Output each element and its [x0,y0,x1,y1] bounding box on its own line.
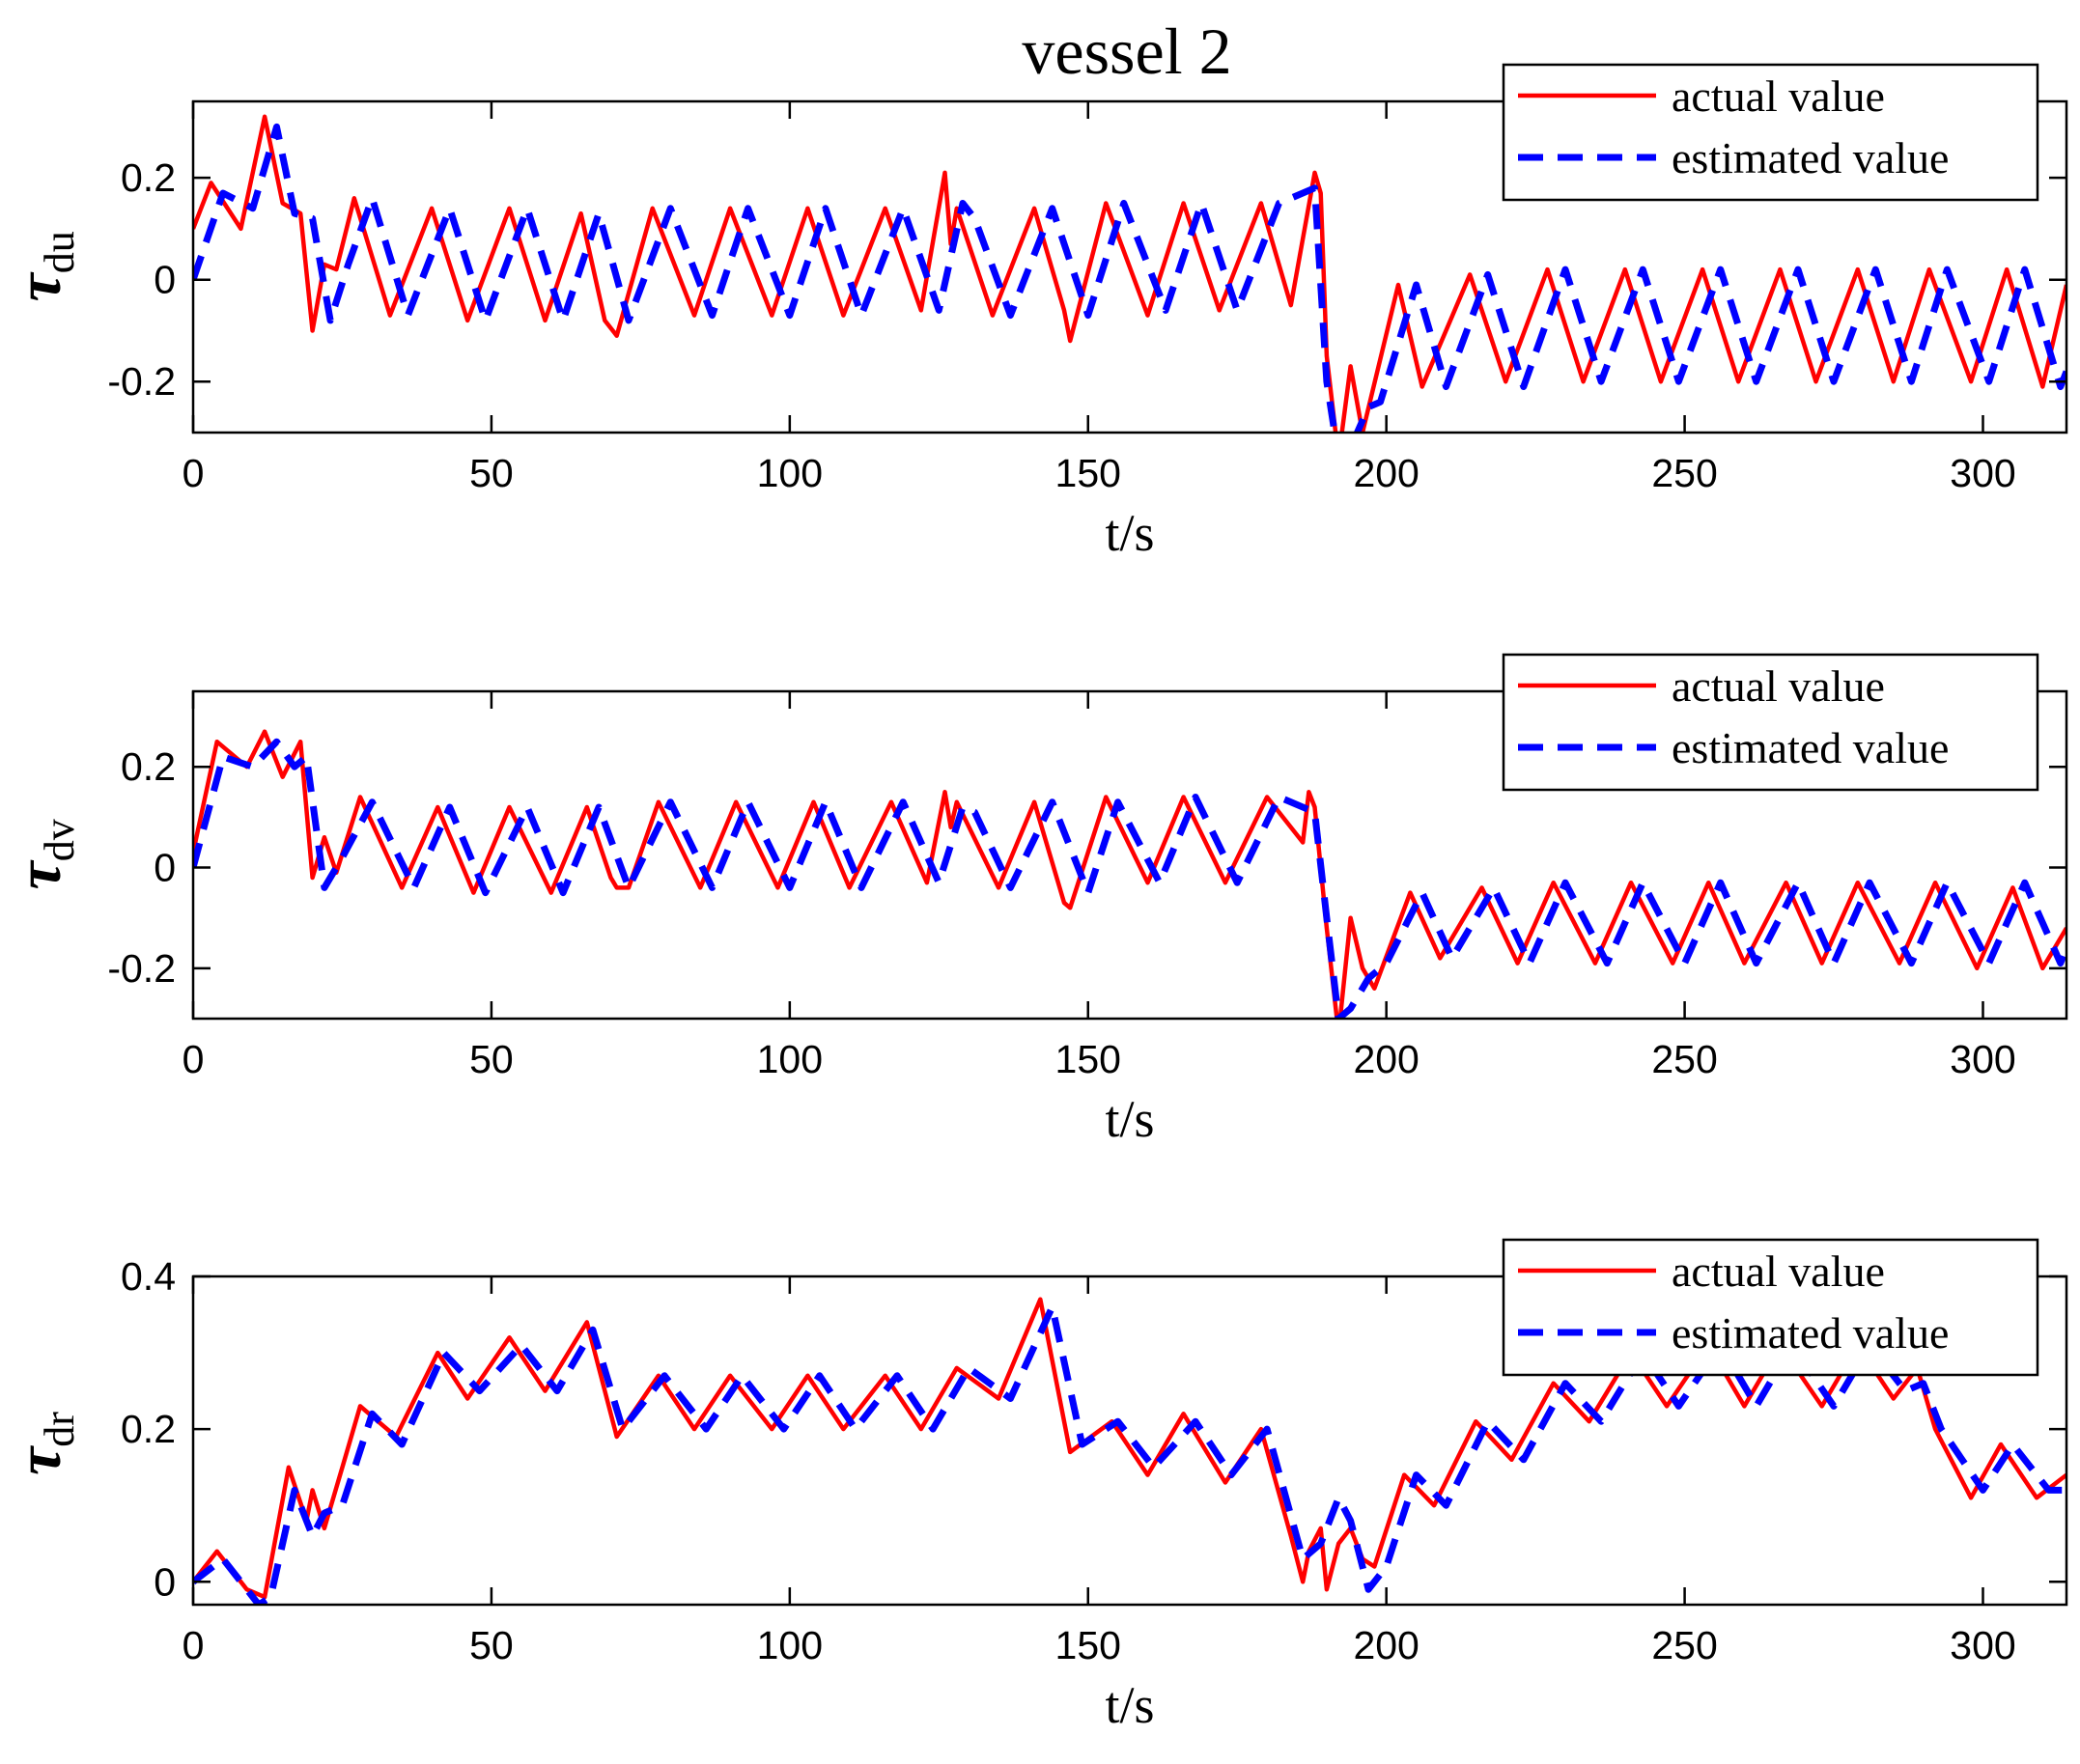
x-tick-label: 300 [1950,1623,2015,1667]
x-tick-label: 100 [757,1623,823,1667]
estimated-value-line [193,1303,2066,1605]
legend-estimated-label: estimated value [1672,723,1949,772]
x-tick-label: 200 [1353,1623,1419,1667]
y-axis-label-subscript: dr [36,1412,83,1447]
axes-box [191,1274,2068,1607]
legend: actual value estimated value [1502,63,2039,202]
y-axis-label: τdu [4,231,83,301]
x-tick-label: 250 [1651,1623,1717,1667]
x-tick-label: 100 [757,451,823,495]
legend-box [1502,1238,2039,1377]
y-axis-label-symbol: τ [4,272,74,302]
y-tick-label: 0 [154,258,176,302]
axes-box [191,99,2068,434]
x-tick-label: 0 [183,451,205,495]
x-axis-label: t/s [1105,1676,1154,1734]
x-tick-label: 200 [1353,1037,1419,1081]
legend-box [1502,653,2039,792]
y-axis-label-subscript: dv [36,819,83,861]
x-tick-label: 150 [1055,451,1121,495]
x-tick-label: 300 [1950,451,2015,495]
actual-value-line [193,114,2066,433]
y-axis-label: τdr [4,1412,83,1475]
chart-panel-3: 0 50 100 150 200 250 300 0 0.2 0.4 t/s τdr actual va… [4,1238,2068,1734]
x-tick-label: 150 [1055,1623,1121,1667]
y-tick-label: 0.2 [121,1407,176,1451]
estimated-value-line [193,738,2066,1019]
y-tick-label: 0 [154,1559,176,1604]
y-axis-label-subscript: du [36,231,83,273]
x-tick-label: 50 [469,1037,514,1081]
y-tick-label: -0.2 [107,946,176,991]
legend-actual-label: actual value [1672,661,1885,711]
y-axis-label-symbol: τ [4,860,74,890]
chart-panel-1: 0 50 100 150 200 250 300 -0.2 0 0.2 t/s τdu actual v… [4,63,2068,562]
x-tick-label: 250 [1651,451,1717,495]
x-tick-label: 50 [469,1623,514,1667]
x-tick-label: 200 [1353,451,1419,495]
y-axis-label: τdv [4,819,83,889]
y-axis-label-symbol: τ [4,1445,74,1475]
x-axis-label: t/s [1105,1090,1154,1148]
estimated-value-line [193,123,2066,433]
y-tick-label: 0.2 [121,744,176,789]
actual-value-line [193,1297,2066,1600]
x-tick-label: 0 [183,1037,205,1081]
x-tick-label: 50 [469,451,514,495]
x-tick-label: 300 [1950,1037,2015,1081]
x-tick-label: 0 [183,1623,205,1667]
legend: actual value estimated value [1502,1238,2039,1377]
axes-box [191,689,2068,1021]
y-tick-label: 0.2 [121,155,176,200]
x-axis-label: t/s [1105,504,1154,562]
y-tick-label: 0.4 [121,1254,176,1299]
legend-actual-label: actual value [1672,71,1885,121]
chart-panel-2: 0 50 100 150 200 250 300 -0.2 0 0.2 t/s τdv actual v… [4,653,2068,1148]
y-tick-label: 0 [154,846,176,890]
legend-box [1502,63,2039,202]
legend-actual-label: actual value [1672,1246,1885,1296]
legend: actual value estimated value [1502,653,2039,792]
x-tick-label: 100 [757,1037,823,1081]
legend-estimated-label: estimated value [1672,133,1949,182]
legend-estimated-label: estimated value [1672,1308,1949,1358]
x-tick-label: 250 [1651,1037,1717,1081]
y-tick-label: -0.2 [107,359,176,404]
x-tick-label: 150 [1055,1037,1121,1081]
figure-title: vessel 2 [1022,14,1231,88]
